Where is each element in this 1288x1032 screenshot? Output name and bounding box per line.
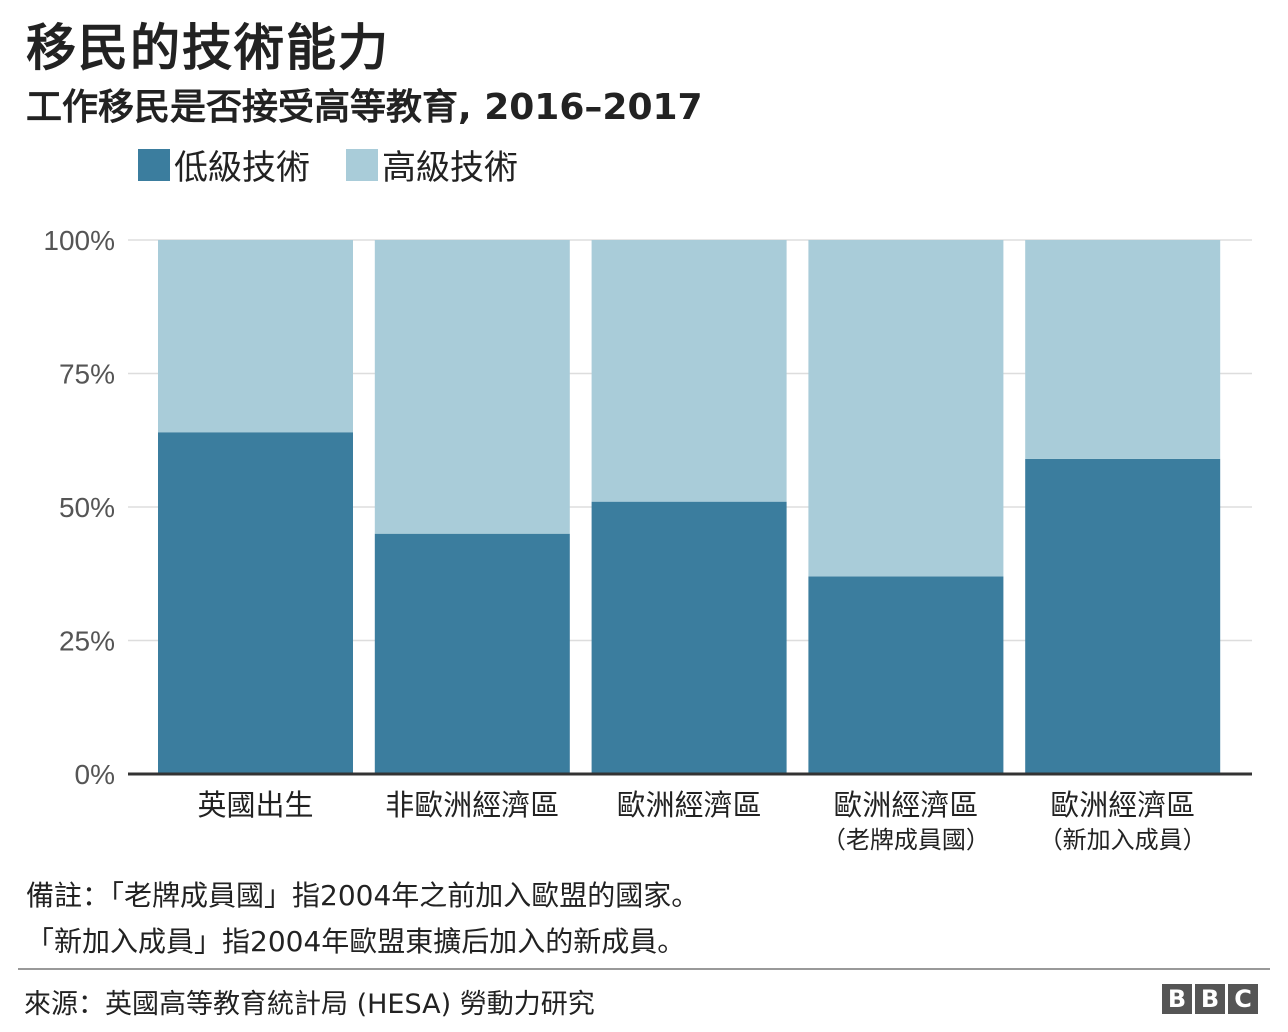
bar-high [1025, 240, 1221, 459]
legend-swatch-high [346, 148, 378, 181]
y-tick-label: 25% [59, 626, 115, 657]
bar-high [591, 240, 787, 502]
legend-label-low: 低級技術 [174, 148, 310, 188]
legend-label-high: 高級技術 [382, 148, 518, 188]
bar-high [808, 240, 1004, 577]
note-line-1: 備註：「老牌成員國」指2004年之前加入歐盟的國家。 [26, 879, 700, 912]
bar-low [158, 432, 353, 774]
y-tick-label: 75% [59, 359, 115, 390]
legend-item-low: 低級技術 [138, 140, 310, 189]
x-tick-label: 歐洲經濟區 [617, 789, 762, 822]
source-text: 來源：英國高等教育統計局 (HESA) 勞動力研究 [24, 989, 595, 1020]
footer-divider [18, 968, 1270, 970]
x-tick-label: 歐洲經濟區 [1050, 789, 1195, 822]
bar-high [374, 240, 570, 534]
y-tick-label: 0% [75, 759, 115, 790]
x-tick-label: 歐洲經濟區 [833, 789, 978, 822]
chart-title: 移民的技術能力 [26, 19, 390, 77]
x-tick-sublabel: （老牌成員國） [822, 827, 990, 854]
bar-chart: 0% 25% 50% 75% 100% 英國出生 非歐洲經濟區 歐洲經濟區 歐洲經濟區 （老牌成員… [43, 225, 1252, 854]
bar-low [374, 533, 570, 774]
note-line-2: 「新加入成員」指2004年歐盟東擴后加入的新成員。 [26, 925, 686, 958]
x-tick-label: 非歐洲經濟區 [385, 789, 559, 822]
bar-low [1025, 458, 1221, 774]
bar-high [158, 240, 353, 433]
chart-subtitle: 工作移民是否接受高等教育, 2016–2017 [26, 87, 703, 128]
x-tick-sublabel: （新加入成員） [1039, 827, 1207, 854]
legend-item-high: 高級技術 [346, 140, 518, 189]
legend-swatch-low [138, 148, 170, 181]
bar-low [808, 576, 1004, 774]
bar-low [591, 501, 787, 774]
y-tick-label: 50% [59, 492, 115, 523]
x-tick-label: 英國出生 [197, 789, 313, 822]
y-tick-label: 100% [43, 225, 115, 256]
